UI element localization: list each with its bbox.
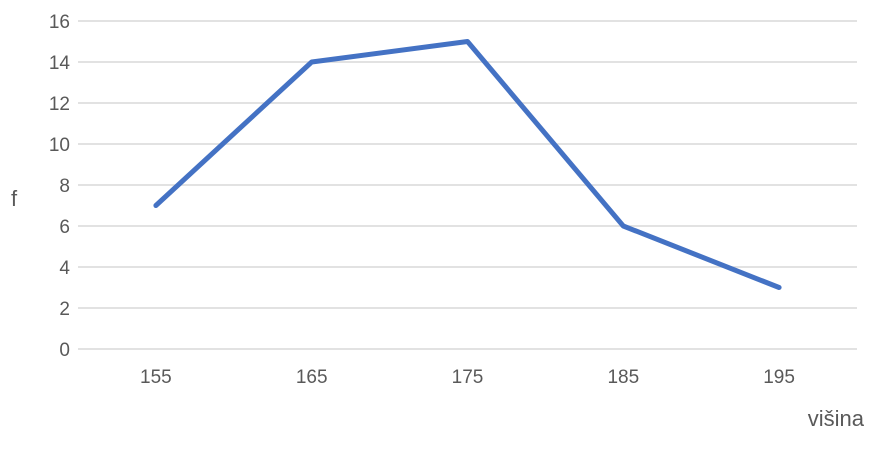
x-axis-title: višina <box>808 406 865 431</box>
gridlines <box>78 20 857 350</box>
x-tick-label: 185 <box>607 367 639 388</box>
x-tick-label: 165 <box>296 367 328 388</box>
y-tick-label: 10 <box>49 135 70 156</box>
series-line <box>153 39 782 290</box>
y-tick-label: 8 <box>59 176 70 197</box>
y-axis-ticks: 0 2 4 6 8 10 12 14 16 <box>49 12 71 361</box>
y-tick-label: 6 <box>59 217 70 238</box>
x-axis-ticks: 155 165 175 185 195 <box>140 367 795 388</box>
y-tick-label: 14 <box>49 53 71 74</box>
x-tick-label: 155 <box>140 367 172 388</box>
series-group <box>153 39 782 290</box>
y-axis-title: f <box>11 186 18 211</box>
y-tick-label: 16 <box>49 12 70 33</box>
y-tick-label: 2 <box>59 299 70 320</box>
y-tick-label: 0 <box>59 340 70 361</box>
y-tick-label: 4 <box>59 258 70 279</box>
y-tick-label: 12 <box>49 94 70 115</box>
x-tick-label: 175 <box>452 367 484 388</box>
x-tick-label: 195 <box>763 367 795 388</box>
